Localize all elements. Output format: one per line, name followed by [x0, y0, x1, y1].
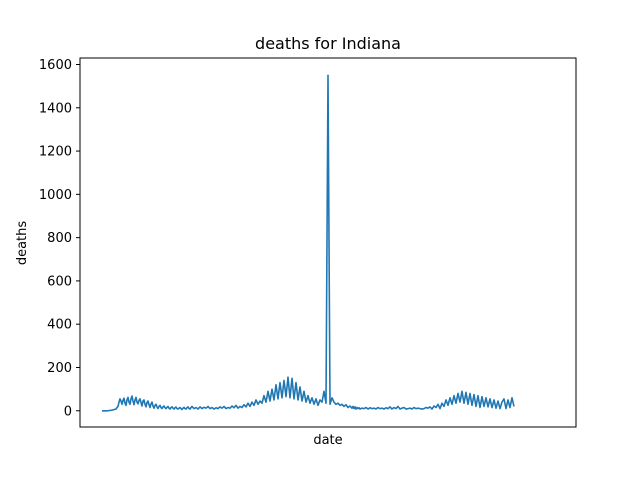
y-tick-label: 200: [47, 361, 72, 376]
y-tick-label: 1200: [39, 145, 72, 160]
y-tick-label: 600: [47, 274, 72, 289]
y-axis-ticks: 0 200 400 600 800 1000 1200 1400 1600: [39, 58, 80, 419]
plot-area-frame: [79, 57, 577, 428]
series-line-deaths: [102, 74, 515, 412]
y-tick-label: 400: [47, 318, 72, 333]
y-tick-label: 1600: [39, 58, 72, 73]
y-axis-label: deaths: [15, 221, 30, 266]
x-axis-label: date: [313, 433, 342, 448]
y-tick-label: 0: [64, 404, 72, 419]
series-layer: [102, 74, 515, 412]
y-tick-label: 1000: [39, 188, 72, 203]
y-tick-label: 800: [47, 231, 72, 246]
chart-title: deaths for Indiana: [255, 34, 401, 53]
y-tick-label: 1400: [39, 101, 72, 116]
